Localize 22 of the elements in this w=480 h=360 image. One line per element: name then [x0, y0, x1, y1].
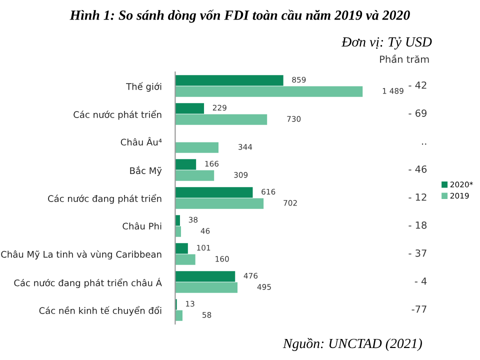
text: - 37	[408, 249, 426, 257]
text: - 42	[408, 81, 426, 89]
chart-title: Hình 1: So sánh dòng vốn FDI toàn cầu năm 2019 và 2020	[70, 10, 410, 23]
text: -77	[412, 306, 426, 313]
text: ..	[422, 143, 426, 145]
y-tick-label: Châu Âu⁴	[120, 137, 162, 146]
y-tick-label: Các nền kinh tế chuyển đổi	[39, 306, 162, 316]
text: - 12	[408, 193, 426, 201]
text: - 69	[408, 109, 427, 117]
text: Phần trăm	[380, 54, 429, 63]
y-tick-label: Các nước đang phát triển	[48, 194, 162, 204]
y-tick-label: Các nước đang phát triển châu Á	[14, 278, 162, 288]
y-tick-label: Thế giới	[126, 82, 162, 92]
chart-subtitle: Đơn vị: Tỷ USD	[341, 36, 432, 50]
text: - 46	[408, 165, 427, 173]
y-tick-label: Bắc Mỹ	[130, 166, 162, 176]
y-tick-label: Châu Phi	[122, 222, 162, 230]
text: - 4	[414, 278, 427, 285]
y-tick-label: Các nước phát triển	[74, 110, 162, 120]
text: - 18	[408, 221, 427, 229]
y-tick-label: Châu Mỹ La tinh và vùng Caribbean	[1, 250, 162, 260]
text: Nguồn: UNCTAD (2021)	[282, 338, 422, 351]
